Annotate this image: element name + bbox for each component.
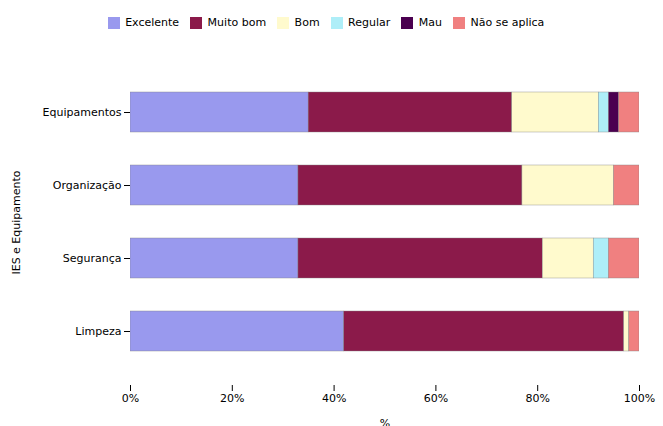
svg-text:Limpeza: Limpeza [75, 325, 121, 338]
html-text:Bom: Bom [294, 16, 320, 29]
html-text:Excelente: Excelente [125, 16, 180, 29]
html-text:Muito bom: Muito bom [207, 16, 267, 29]
svg-text:100%: 100% [624, 392, 655, 405]
svg-text:%: % [380, 416, 390, 426]
svg-text:IES e Equipamento: IES e Equipamento [10, 170, 23, 274]
svg-text:60%: 60% [424, 392, 448, 405]
svg-text:Equipamentos: Equipamentos [43, 106, 122, 119]
html-text:Regular: Regular [348, 16, 391, 29]
html-text:Mau: Mau [418, 16, 442, 29]
svg-text:Segurança: Segurança [63, 252, 122, 265]
svg-text:Organização: Organização [53, 179, 122, 192]
svg-text:40%: 40% [322, 392, 346, 405]
svg-text:20%: 20% [220, 392, 244, 405]
html-text:Não se aplica: Não se aplica [470, 16, 545, 29]
svg-text:80%: 80% [525, 392, 549, 405]
svg-text:0%: 0% [122, 392, 139, 405]
